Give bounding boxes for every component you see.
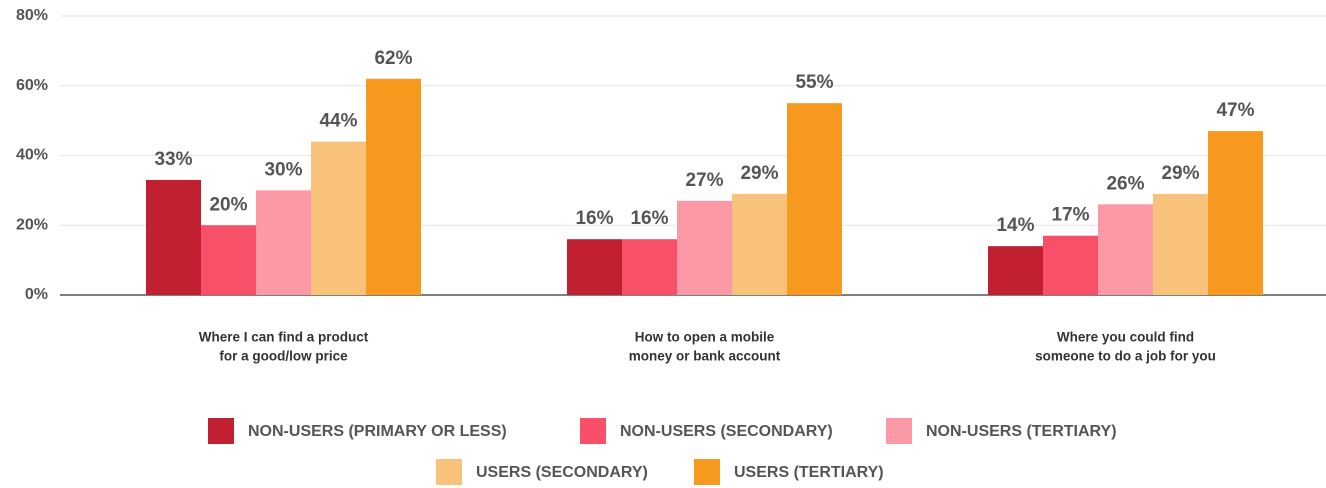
value-label: 33% <box>154 149 192 170</box>
value-label: 14% <box>996 215 1034 236</box>
y-tick-label: 80% <box>16 7 48 24</box>
x-tick-label: someone to do a job for you <box>1035 349 1216 364</box>
bar <box>1043 235 1098 295</box>
y-tick-label: 40% <box>16 147 48 164</box>
value-label: 62% <box>374 48 412 69</box>
value-label: 30% <box>264 159 302 180</box>
value-label: 17% <box>1051 205 1089 226</box>
value-label: 47% <box>1216 100 1254 121</box>
bar <box>146 179 201 295</box>
legend-label: NON-USERS (SECONDARY) <box>620 423 833 440</box>
x-tick-label: Where I can find a product <box>199 330 369 345</box>
bar <box>256 190 311 295</box>
x-tick-label: Where you could find <box>1057 330 1194 345</box>
bar <box>1208 131 1263 295</box>
legend-swatch <box>580 418 606 444</box>
value-label: 29% <box>740 163 778 184</box>
value-label: 26% <box>1106 173 1144 194</box>
bar <box>677 200 732 295</box>
legend-swatch <box>886 418 912 444</box>
bar <box>567 239 622 295</box>
bar <box>732 193 787 295</box>
x-tick-label: How to open a mobile <box>635 330 775 345</box>
legend-swatch <box>694 459 720 485</box>
bar <box>1153 193 1208 295</box>
value-label: 16% <box>575 208 613 229</box>
y-tick-label: 20% <box>16 216 48 233</box>
legend-label: NON-USERS (PRIMARY OR LESS) <box>248 423 507 440</box>
bar <box>201 225 256 295</box>
bar <box>366 78 421 296</box>
legend-swatch <box>208 418 234 444</box>
value-label: 29% <box>1161 163 1199 184</box>
bar <box>1098 204 1153 295</box>
legend-label: NON-USERS (TERTIARY) <box>926 423 1117 440</box>
bar <box>988 246 1043 295</box>
bar <box>787 103 842 295</box>
value-label: 20% <box>209 194 247 215</box>
x-tick-label: for a good/low price <box>219 349 348 364</box>
legend-label: USERS (TERTIARY) <box>734 464 884 481</box>
y-tick-label: 0% <box>25 286 48 303</box>
legend-swatch <box>436 459 462 485</box>
bar <box>622 239 677 295</box>
x-tick-label: money or bank account <box>629 349 781 364</box>
value-label: 27% <box>685 170 723 191</box>
y-tick-label: 60% <box>16 77 48 94</box>
legend-label: USERS (SECONDARY) <box>476 464 648 481</box>
value-label: 55% <box>795 72 833 93</box>
value-label: 44% <box>319 111 357 132</box>
bar <box>311 141 366 295</box>
value-label: 16% <box>630 208 668 229</box>
